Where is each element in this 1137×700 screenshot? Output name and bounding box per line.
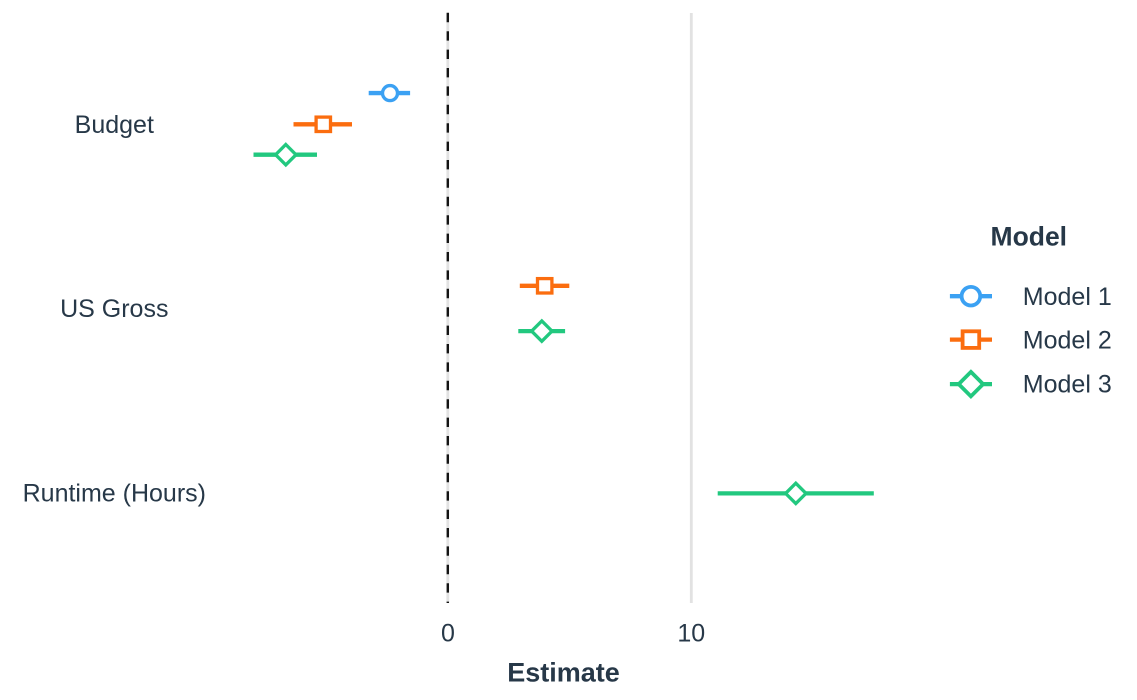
svg-text:Model 2: Model 2 (1023, 326, 1112, 354)
svg-text:0: 0 (441, 620, 455, 648)
svg-text:Estimate: Estimate (507, 657, 620, 687)
svg-text:Model 1: Model 1 (1023, 283, 1112, 311)
svg-text:10: 10 (677, 620, 705, 648)
svg-text:Budget: Budget (75, 111, 154, 139)
svg-text:US Gross: US Gross (60, 295, 168, 323)
svg-text:Model 3: Model 3 (1023, 371, 1112, 399)
svg-text:Model: Model (991, 222, 1068, 252)
svg-text:Runtime (Hours): Runtime (Hours) (23, 480, 206, 508)
